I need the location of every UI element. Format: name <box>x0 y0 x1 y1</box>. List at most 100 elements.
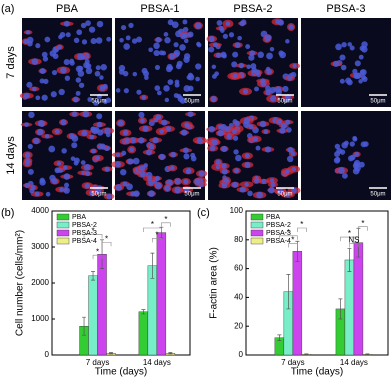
cell-nucleus <box>248 124 254 130</box>
cell-nucleus <box>361 46 368 53</box>
micrograph <box>301 18 391 107</box>
cell-nucleus <box>243 121 250 128</box>
cell-nucleus <box>72 96 79 103</box>
cell-nucleus <box>158 153 166 161</box>
bar <box>138 311 149 356</box>
cell-nucleus <box>82 110 90 118</box>
cell-nucleus <box>154 64 161 71</box>
cell-nucleus <box>252 136 259 142</box>
cell-nucleus <box>285 169 290 174</box>
cell-nucleus <box>179 44 186 51</box>
y-axis-label: Cell number (cells/mm²) <box>15 230 26 336</box>
cell-nucleus <box>270 182 276 188</box>
scale-bar-label: 50μm <box>370 99 385 105</box>
legend-swatch <box>250 221 264 229</box>
cell-nucleus <box>177 95 184 102</box>
scale-bar-label: 50μm <box>277 99 292 105</box>
cell-nucleus <box>133 190 140 197</box>
cell-nucleus <box>216 20 223 26</box>
cell-nucleus <box>211 64 217 69</box>
cell-nucleus <box>152 136 159 144</box>
scale-bar-label: 50μm <box>370 192 385 198</box>
cell-nucleus <box>155 114 162 120</box>
cell-nucleus <box>184 38 189 44</box>
cell-nucleus <box>334 156 341 163</box>
cell-nucleus <box>164 37 171 44</box>
cell-nucleus <box>269 178 275 183</box>
cell-nucleus <box>118 64 126 72</box>
significance-bracket <box>297 227 307 232</box>
y-tick-label: 60 <box>234 264 243 273</box>
cell-nucleus <box>228 32 235 38</box>
cell-nucleus <box>71 111 78 117</box>
x-tick-label: 14 days <box>143 358 171 367</box>
cell-nucleus <box>25 158 31 164</box>
cell-nucleus <box>232 51 239 58</box>
cell-nucleus <box>115 88 121 93</box>
cell-nucleus <box>254 178 260 184</box>
cell-nucleus <box>332 60 340 67</box>
cell-nucleus <box>99 143 106 150</box>
cell-nucleus <box>164 185 171 192</box>
legend-swatch <box>250 213 264 221</box>
cell-nucleus <box>168 53 176 60</box>
cell-nucleus <box>106 36 112 42</box>
cell-nucleus <box>49 174 56 182</box>
significance-label: * <box>164 215 167 224</box>
cell-nucleus <box>132 71 138 77</box>
significance-bracket <box>288 243 298 248</box>
cell-nucleus <box>139 171 146 178</box>
cell-nucleus <box>122 130 129 136</box>
cell-nucleus <box>287 146 294 153</box>
cell-nucleus <box>80 54 86 60</box>
cell-nucleus <box>342 172 348 179</box>
cell-nucleus <box>132 157 140 165</box>
cell-nucleus <box>358 79 363 84</box>
cell-nucleus <box>65 32 71 38</box>
cell-nucleus <box>220 28 225 33</box>
cell-nucleus <box>145 149 153 156</box>
cell-nucleus <box>249 50 256 56</box>
y-tick-label: 2000 <box>31 278 49 287</box>
cell-nucleus <box>233 149 239 155</box>
error-bar <box>91 271 96 281</box>
cell-nucleus <box>248 54 255 61</box>
legend-label: PBSA-2 <box>266 222 291 229</box>
cell-nucleus <box>129 146 135 153</box>
scale-bar-label: 50μm <box>184 192 199 198</box>
cell-nucleus <box>122 70 129 77</box>
cell-nucleus <box>221 145 228 152</box>
cell-nucleus <box>96 20 104 28</box>
legend-swatch <box>56 221 70 229</box>
cell-nucleus <box>139 165 146 171</box>
cell-nucleus <box>34 191 40 197</box>
cell-nucleus <box>260 78 266 84</box>
cell-nucleus <box>77 70 85 77</box>
cell-nucleus <box>263 129 269 134</box>
cell-nucleus <box>343 140 349 146</box>
cell-nucleus <box>63 59 70 66</box>
legend-label: PBA <box>72 214 86 221</box>
cell-nucleus <box>239 186 246 193</box>
cell-nucleus <box>103 99 108 105</box>
cell-nucleus <box>256 191 263 199</box>
cell-nucleus <box>27 143 33 149</box>
cell-nucleus <box>96 121 103 128</box>
cell-nucleus <box>339 149 346 155</box>
cell-nucleus <box>61 148 67 154</box>
cell-nucleus <box>234 42 241 49</box>
cell-nucleus <box>288 24 294 30</box>
cell-nucleus <box>208 35 215 42</box>
cell-nucleus <box>148 190 155 197</box>
cell-nucleus <box>80 160 86 165</box>
significance-bracket <box>161 222 171 227</box>
cell-nucleus <box>339 78 345 84</box>
cell-nucleus <box>78 82 85 88</box>
cell-nucleus <box>138 137 145 144</box>
y-tick-label: 20 <box>234 321 243 330</box>
cell-nucleus <box>237 35 242 41</box>
cell-nucleus <box>32 86 37 92</box>
cell-nucleus <box>176 60 183 67</box>
significance-label: NS <box>348 236 359 245</box>
cell-nucleus <box>90 126 96 133</box>
